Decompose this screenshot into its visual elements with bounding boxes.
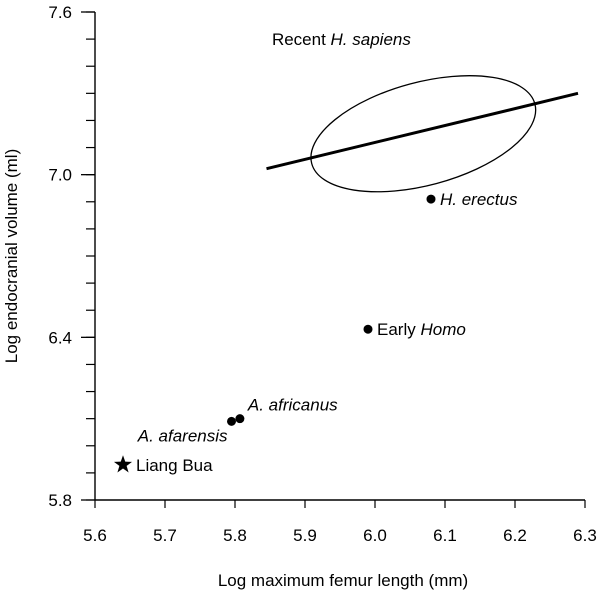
a-africanus-label: A. africanus — [247, 396, 338, 415]
y-tick-label: 6.4 — [48, 328, 72, 347]
x-tick-label: 5.6 — [83, 526, 107, 545]
x-axis-ticks: 5.6 5.7 5.8 5.9 6.0 6.1 6.2 6.3 — [83, 500, 597, 545]
x-tick-label: 5.9 — [293, 526, 317, 545]
y-axis-ticks: 5.8 6.4 7.0 7.6 — [48, 3, 95, 510]
y-tick-label: 7.0 — [48, 166, 72, 185]
a-africanus-label-part-0: A. africanus — [247, 396, 338, 415]
a-africanus-marker — [235, 414, 245, 424]
h-erectus-marker — [426, 194, 436, 204]
x-tick-label: 5.7 — [153, 526, 177, 545]
x-tick-label: 6.0 — [363, 526, 387, 545]
y-tick-label: 7.6 — [48, 3, 72, 22]
x-tick-label: 6.3 — [573, 526, 597, 545]
early-homo-label: Early Homo — [377, 320, 466, 339]
a-afarensis-label: A. afarensis — [137, 426, 228, 445]
data-points: Liang Bua A. afarensis A. africanus Early H… — [113, 190, 518, 475]
a-afarensis-label-part-0: A. afarensis — [137, 426, 228, 445]
liang-bua-label-part-0: Liang Bua — [136, 456, 213, 475]
early-homo-label-part-0: Early — [377, 320, 420, 339]
x-tick-label: 5.8 — [223, 526, 247, 545]
regression-line — [266, 91, 579, 171]
x-tick-label: 6.2 — [503, 526, 527, 545]
x-tick-label: 6.1 — [433, 526, 457, 545]
h-sapiens-label: Recent H. sapiens — [272, 30, 411, 49]
liang-bua-label: Liang Bua — [136, 456, 213, 475]
y-tick-label: 5.8 — [48, 491, 72, 510]
h-erectus-label-part-0: H. erectus — [440, 190, 518, 209]
h-erectus-label: H. erectus — [440, 190, 518, 209]
a-afarensis-marker — [227, 416, 236, 426]
h-sapiens-label-part-1: H. sapiens — [331, 30, 412, 49]
liang-bua-star-marker — [113, 455, 133, 473]
h-sapiens-label-part-0: Recent — [272, 30, 331, 49]
y-axis-title: Log endocranial volume (ml) — [2, 149, 21, 364]
x-axis-title: Log maximum femur length (mm) — [218, 571, 468, 590]
early-homo-marker — [363, 324, 373, 334]
early-homo-label-part-1: Homo — [420, 320, 465, 339]
